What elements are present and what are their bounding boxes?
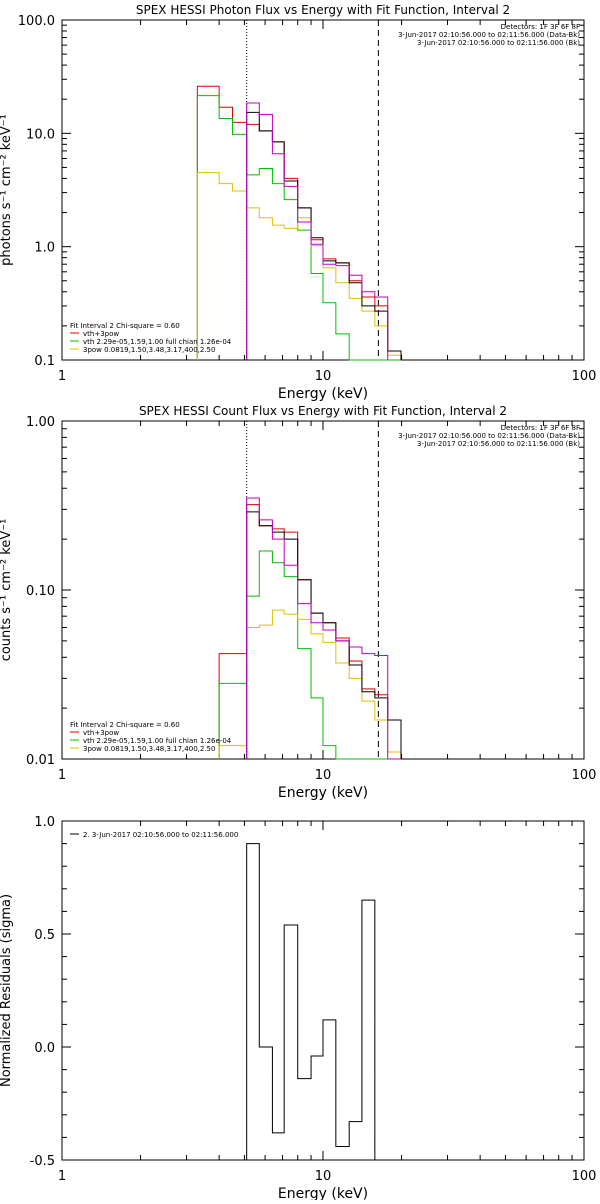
x-tick-label: 100 xyxy=(572,768,597,783)
plot-frame xyxy=(61,820,585,1161)
y-tick-label: 1.00 xyxy=(26,415,55,430)
series-line xyxy=(246,497,402,760)
x-tick-label: 1 xyxy=(58,768,66,783)
y-tick-label: 10.0 xyxy=(26,127,55,142)
series-line xyxy=(196,172,402,360)
y-tick-label: 0.01 xyxy=(26,753,55,768)
plot-frame xyxy=(61,19,585,361)
x-tick-label: 1 xyxy=(58,1169,66,1184)
legend-header: Fit Interval 2 Chi-square = 0.60 xyxy=(70,721,180,729)
chart-title: SPEX HESSI Count Flux vs Energy with Fit… xyxy=(139,404,507,418)
info-line: 3-Jun-2017 02:10:56.000 to 02:11:56.000 … xyxy=(417,440,580,448)
legend-label: vth+3pow xyxy=(83,729,119,737)
info-line: Detectors: 1F 3F 6F 8F xyxy=(501,424,580,432)
legend-label: vth+3pow xyxy=(83,330,119,338)
info-line: Detectors: 1F 3F 6F 8F xyxy=(501,23,580,31)
series-line xyxy=(246,111,402,360)
chart-title: SPEX HESSI Photon Flux vs Energy with Fi… xyxy=(136,3,510,17)
series-line xyxy=(218,609,402,759)
y-tick-label: 1.0 xyxy=(34,815,55,830)
series-line xyxy=(196,95,402,361)
x-axis-label: Energy (keV) xyxy=(278,785,368,801)
legend-label: vth 2.29e-05,1.59,1.00 full chian 1.26e-… xyxy=(83,338,232,346)
series-line xyxy=(246,102,389,360)
y-axis-label: counts s⁻¹ cm⁻² keV⁻¹ xyxy=(0,519,14,662)
x-tick-label: 10 xyxy=(315,1169,332,1184)
photon-panel: 1 10 100 0.1 1.0 10.0 100.0 SPEX HESSI Photon F… xyxy=(0,3,596,402)
x-tick-label: 1 xyxy=(58,369,66,384)
y-axis-label: Normalized Residuals (sigma) xyxy=(0,894,14,1087)
x-tick-label: 100 xyxy=(572,1169,597,1184)
x-tick-label: 10 xyxy=(315,369,332,384)
x-axis-label: Energy (keV) xyxy=(278,1186,368,1200)
legend-label: 3pow 0.0819,1.50,3.48,3.17,400,2.50 xyxy=(83,745,215,753)
y-tick-label: 0.1 xyxy=(34,354,55,369)
y-tick-label: 0.5 xyxy=(34,928,55,943)
y-tick-label: 100.0 xyxy=(18,14,55,29)
x-axis-label: Energy (keV) xyxy=(278,386,368,402)
y-tick-label: 0.0 xyxy=(34,1041,55,1056)
residuals-panel: 1 10 100 -0.5 0.0 0.5 1.0 Energy (keV) Normalize… xyxy=(0,815,597,1202)
legend-header: Fit Interval 2 Chi-square = 0.60 xyxy=(70,322,180,330)
info-line: 3-Jun-2017 02:10:56.000 to 02:11:56.000 … xyxy=(398,31,580,39)
y-tick-label: 1.0 xyxy=(34,241,55,256)
legend-label: 3pow 0.0819,1.50,3.48,3.17,400,2.50 xyxy=(83,346,215,354)
x-tick-label: 100 xyxy=(572,369,597,384)
y-axis-label: photons s⁻¹ cm⁻² keV⁻¹ xyxy=(0,114,14,266)
x-tick-label: 10 xyxy=(315,768,332,783)
legend-label: 2. 3-Jun-2017 02:10:56.000 to 02:11:56.0… xyxy=(83,831,238,839)
series-line xyxy=(246,843,376,1160)
info-line: 3-Jun-2017 02:10:56.000 to 02:11:56.000 … xyxy=(417,39,580,47)
count-panel: 1 10 100 0.01 0.10 1.00 SPEX HESSI Count Flux … xyxy=(0,404,596,801)
series-line xyxy=(246,511,402,759)
info-line: 3-Jun-2017 02:10:56.000 to 02:11:56.000 … xyxy=(398,432,580,440)
y-tick-label: -0.5 xyxy=(30,1154,55,1169)
legend-label: vth 2.29e-05,1.59,1.00 full chian 1.26e-… xyxy=(83,737,232,745)
series-line xyxy=(196,85,402,360)
y-tick-label: 0.10 xyxy=(26,584,55,599)
